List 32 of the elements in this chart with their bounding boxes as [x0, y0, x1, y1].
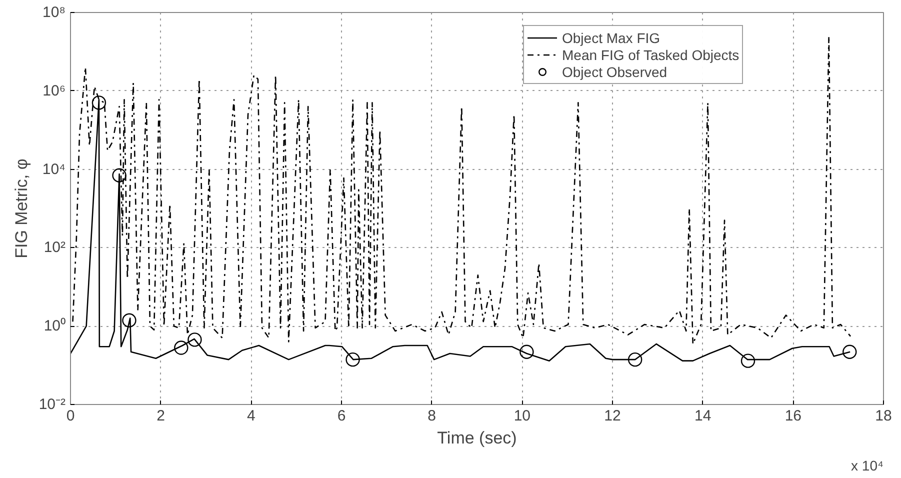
point: [112, 168, 126, 182]
x-tick-label: 12: [604, 408, 621, 424]
legend-label: Object Max FIG: [562, 29, 660, 46]
legend-label: Object Observed: [562, 63, 668, 80]
y-axis-title: FIG Metric, φ: [12, 158, 31, 258]
y-tick-label: 10⁰: [44, 318, 66, 335]
x-tick-label: 4: [246, 408, 256, 424]
y-tick-label: 10²: [44, 239, 66, 256]
point: [842, 344, 857, 359]
x-tick-label: 14: [694, 408, 712, 424]
y-tick-label: 10⁶: [42, 82, 66, 100]
x-tick-label: 16: [784, 408, 802, 424]
y-tick-label: 10⁸: [42, 4, 66, 21]
point: [122, 313, 136, 328]
x-tick-label: 8: [428, 408, 436, 424]
x-tick-label: 0: [66, 408, 75, 424]
legend-label: Mean FIG of Tasked Objects: [562, 46, 740, 63]
x-axis-title: Time (sec): [437, 428, 517, 448]
x-tick-label: 6: [337, 408, 346, 424]
text: x 10⁴: [851, 458, 884, 474]
y-tick-label: 10⁻²: [38, 396, 66, 413]
point: [92, 96, 106, 110]
point: [628, 352, 642, 367]
point: [188, 332, 202, 347]
point: [740, 354, 756, 368]
y-tick-label: 10⁴: [42, 160, 66, 178]
x-tick-label: 10: [514, 408, 531, 424]
x-tick-label: 18: [875, 408, 892, 424]
point: [174, 340, 188, 355]
x-tick-label: 2: [156, 408, 166, 424]
point: [346, 352, 360, 367]
point: [520, 344, 534, 359]
